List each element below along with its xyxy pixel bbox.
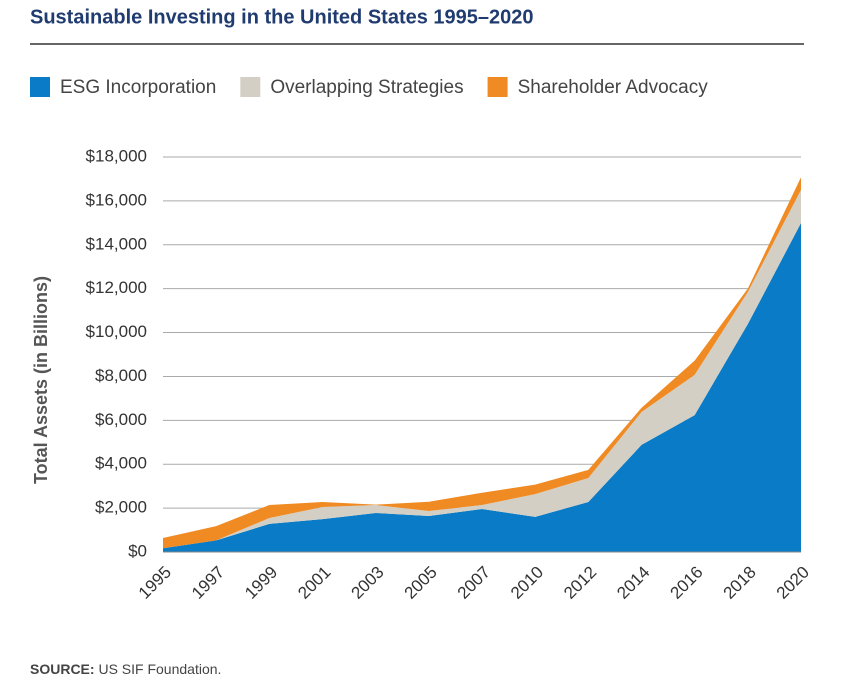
y-tick-label: $12,000	[86, 278, 147, 297]
y-tick-label: $14,000	[86, 234, 147, 253]
legend-swatch	[240, 77, 261, 97]
x-tick-label: 2016	[666, 563, 706, 603]
x-tick-label: 2020	[773, 563, 813, 603]
x-tick-label: 2007	[454, 563, 494, 603]
y-tick-label: $18,000	[86, 146, 147, 165]
legend-swatch	[30, 77, 50, 97]
x-tick-label: 2005	[401, 563, 441, 603]
y-tick-label: $4,000	[95, 454, 147, 473]
legend-label: ESG Incorporation	[60, 77, 216, 98]
y-axis-label: Total Assets (in Billions)	[31, 276, 51, 484]
y-tick-label: $8,000	[95, 366, 147, 385]
chart-title: Sustainable Investing in the United Stat…	[30, 6, 534, 28]
area	[163, 223, 801, 552]
x-tick-label: 2003	[347, 563, 387, 603]
x-tick-label: 1995	[135, 563, 175, 603]
y-tick-label: $0	[128, 541, 147, 560]
legend-swatch	[487, 77, 508, 97]
y-tick-label: $16,000	[86, 190, 147, 209]
source-text: US SIF Foundation.	[98, 661, 221, 677]
legend-label: Shareholder Advocacy	[518, 77, 709, 98]
x-tick-label: 2018	[720, 563, 760, 603]
source: SOURCE: US SIF Foundation.	[30, 661, 221, 677]
y-tick-label: $6,000	[95, 410, 147, 429]
x-tick-label: 2010	[507, 563, 547, 603]
x-tick-label: 1999	[241, 563, 281, 603]
x-tick-label: 2014	[613, 563, 653, 603]
x-tick-label: 2012	[560, 563, 600, 603]
source-label: SOURCE:	[30, 661, 95, 677]
x-tick-label: 1997	[188, 563, 228, 603]
x-tick-label: 2001	[294, 563, 334, 603]
y-tick-label: $2,000	[95, 498, 147, 517]
y-tick-label: $10,000	[86, 322, 147, 341]
legend-label: Overlapping Strategies	[270, 77, 463, 98]
